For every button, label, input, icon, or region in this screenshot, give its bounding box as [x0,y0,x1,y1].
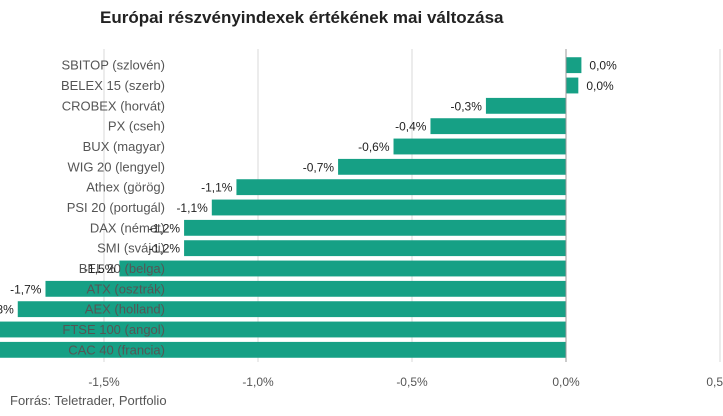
bar [393,138,566,155]
category-label: DAX (német) [90,220,165,235]
data-label: -1,7% [10,282,42,296]
category-label: BEL 20 (belga) [79,261,165,276]
category-label: FTSE 100 (angol) [62,322,165,337]
category-label: CAC 40 (francia) [68,342,165,357]
category-label: SBITOP (szlovén) [61,58,165,73]
bar [0,341,567,358]
data-label: -1,8% [0,303,14,317]
data-label: -0,7% [303,160,335,174]
bar [338,158,566,175]
data-label: -1,1% [201,181,233,195]
category-label: BELEX 15 (szerb) [61,78,165,93]
bar [184,219,566,236]
x-tick-label: -1,5% [88,375,120,389]
bar [211,199,567,216]
data-label: -1,1% [176,201,208,215]
data-label: -0,3% [451,99,483,113]
data-label: -1,5% [84,262,116,276]
data-label: 0,0% [586,79,614,93]
data-label: -0,4% [395,120,427,134]
bar [184,240,566,257]
bar [485,97,566,114]
category-label: SMI (svájci) [97,241,165,256]
x-tick-label: 0,5% [706,375,723,389]
x-tick-label: -0,5% [396,375,428,389]
category-label: Athex (görög) [86,180,165,195]
bar [17,301,566,318]
category-label: PSI 20 (portugál) [67,200,165,215]
category-label: WIG 20 (lengyel) [67,159,165,174]
data-label: -1,2% [149,221,181,235]
bar [566,57,582,74]
category-label: CROBEX (horvát) [62,98,165,113]
x-tick-label: -1,0% [242,375,274,389]
bar [566,77,579,94]
chart-title: Európai részvényindexek értékének mai vá… [100,8,504,27]
category-label: PX (cseh) [108,119,165,134]
bar [119,260,567,277]
category-label: ATX (osztrák) [87,281,166,296]
category-label: BUX (magyar) [83,139,165,154]
bar [430,118,566,135]
bar [236,179,566,196]
category-label: AEX (holland) [85,302,165,317]
data-label: -1,2% [149,242,181,256]
bar [45,280,567,297]
chart-source: Forrás: Teletrader, Portfolio [10,393,167,408]
data-label: -0,6% [358,140,390,154]
x-tick-label: 0,0% [552,375,580,389]
data-label: 0,0% [589,59,617,73]
bar [0,321,566,338]
